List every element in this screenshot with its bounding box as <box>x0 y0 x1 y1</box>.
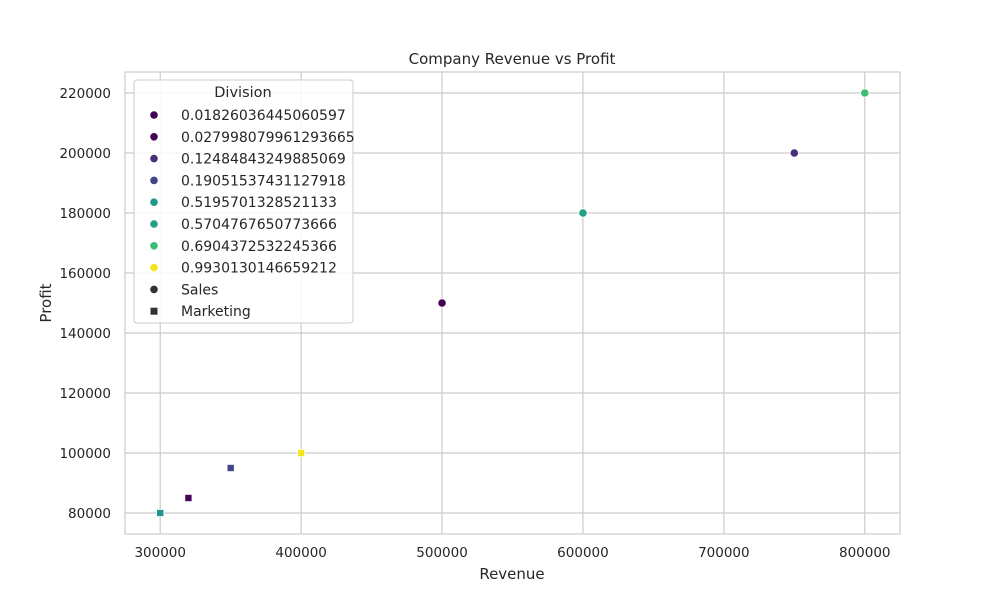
data-point-sales <box>578 208 588 218</box>
legend-marker <box>150 285 158 294</box>
y-tick-label: 100000 <box>59 446 111 462</box>
data-point-sales <box>437 298 447 308</box>
y-axis-label: Profit <box>37 283 55 322</box>
legend-marker <box>150 220 158 228</box>
legend-marker <box>150 198 158 206</box>
data-point-marketing <box>184 493 193 502</box>
legend-marker <box>150 133 158 141</box>
legend-label: Marketing <box>181 304 251 320</box>
data-point-marketing <box>226 463 235 472</box>
legend-label: 0.6904372532245366 <box>181 239 337 255</box>
legend-label: Sales <box>181 282 218 298</box>
legend-label: 0.5704767650773666 <box>181 217 337 233</box>
legend: Division 0.01826036445060597 0.0279980799… <box>133 79 355 324</box>
legend-label: 0.19051537431127918 <box>181 173 346 189</box>
y-tick-label: 80000 <box>68 506 111 522</box>
legend-title: Division <box>214 85 271 101</box>
data-point-sales <box>860 88 870 98</box>
x-tick-label: 700000 <box>698 545 750 561</box>
x-axis-label: Revenue <box>479 565 544 583</box>
legend-box <box>133 79 354 324</box>
data-point-sales <box>789 148 799 158</box>
legend-label: 0.5195701328521133 <box>181 195 337 211</box>
y-tick-label: 220000 <box>59 86 111 102</box>
legend-label: 0.01826036445060597 <box>181 108 346 124</box>
legend-marker <box>150 154 158 163</box>
y-tick-label: 180000 <box>59 206 111 222</box>
x-tick-label: 300000 <box>134 545 186 561</box>
y-tick-label: 160000 <box>59 266 111 282</box>
y-tick-label: 120000 <box>59 386 111 402</box>
legend-marker <box>150 176 158 185</box>
legend-items: 0.01826036445060597 0.027998079961293665 0… <box>150 108 355 320</box>
x-tick-label: 600000 <box>557 545 609 561</box>
legend-label: 0.027998079961293665 <box>181 130 355 146</box>
plot-frame <box>124 71 901 535</box>
legend-marker <box>150 263 158 272</box>
x-tick-label: 500000 <box>416 545 468 561</box>
y-tick-label: 200000 <box>59 146 111 162</box>
data-points <box>156 88 870 517</box>
data-point-marketing <box>156 508 165 517</box>
y-tick-label: 140000 <box>59 326 111 342</box>
data-point-marketing <box>297 448 306 457</box>
tick-labels: 300000 400000 500000 600000 700000 800000 8000… <box>59 86 890 561</box>
legend-marker <box>150 307 158 315</box>
legend-label: 0.12484843249885069 <box>181 152 346 168</box>
x-tick-label: 800000 <box>839 545 891 561</box>
legend-label: 0.9930130146659212 <box>181 261 337 277</box>
legend-marker <box>150 111 158 119</box>
chart-title: Company Revenue vs Profit <box>409 50 616 68</box>
x-tick-label: 400000 <box>275 545 327 561</box>
legend-marker <box>150 242 158 250</box>
